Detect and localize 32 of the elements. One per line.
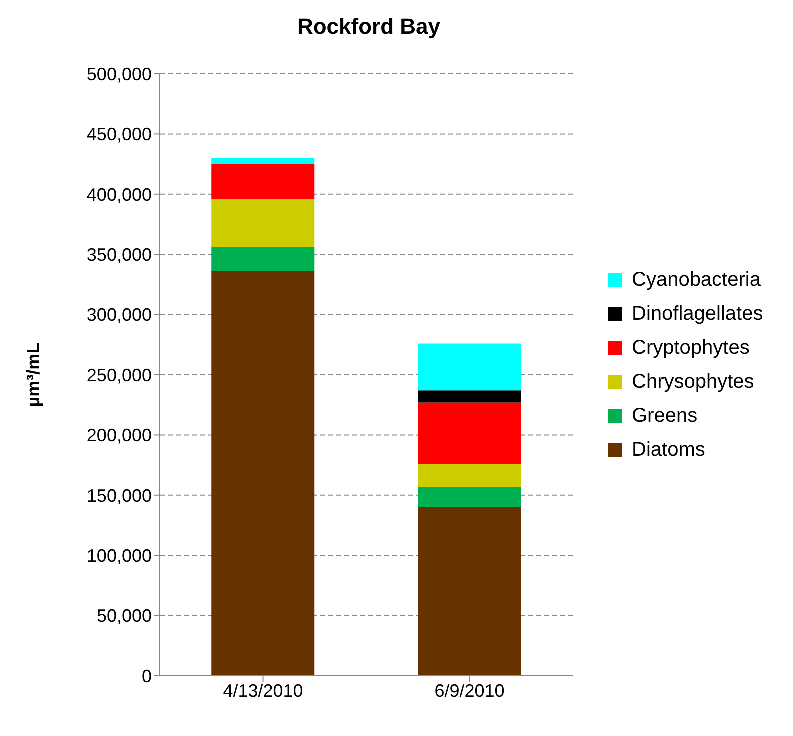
legend-label: Dinoflagellates — [632, 302, 764, 326]
bar — [212, 199, 315, 248]
bar — [418, 464, 522, 487]
y-tick-label: 100,000 — [86, 546, 152, 566]
bar — [212, 271, 315, 676]
bar — [418, 344, 522, 391]
bar — [212, 164, 315, 200]
y-tick-label: 350,000 — [86, 244, 152, 265]
bar — [418, 507, 522, 676]
y-tick-label: 250,000 — [86, 365, 152, 386]
bar — [212, 158, 315, 164]
y-tick-label: 500,000 — [86, 64, 152, 84]
y-tick-label: 0 — [142, 666, 152, 686]
y-tick-label: 300,000 — [86, 305, 152, 326]
x-tick-label: 6/9/2010 — [434, 680, 505, 701]
x-tick-label: 4/13/2010 — [223, 680, 304, 701]
y-tick-label: 450,000 — [86, 124, 152, 145]
legend-label: Chrysophytes — [632, 370, 754, 394]
legend-label: Cyanobacteria — [632, 268, 761, 292]
bar — [212, 247, 315, 272]
y-tick-label: 400,000 — [86, 184, 152, 205]
y-tick-label: 50,000 — [96, 606, 152, 626]
y-tick-label: 150,000 — [86, 486, 152, 506]
bar — [418, 390, 522, 403]
chart-title: Rockford Bay — [296, 14, 442, 40]
bar — [418, 486, 522, 508]
bar — [418, 402, 522, 464]
y-axis-title: µm³/mL — [23, 342, 44, 408]
legend-label: Cryptophytes — [632, 336, 750, 360]
y-tick-label: 200,000 — [86, 426, 152, 446]
legend-label: Diatoms — [632, 438, 706, 462]
legend-label: Greens — [632, 404, 698, 428]
